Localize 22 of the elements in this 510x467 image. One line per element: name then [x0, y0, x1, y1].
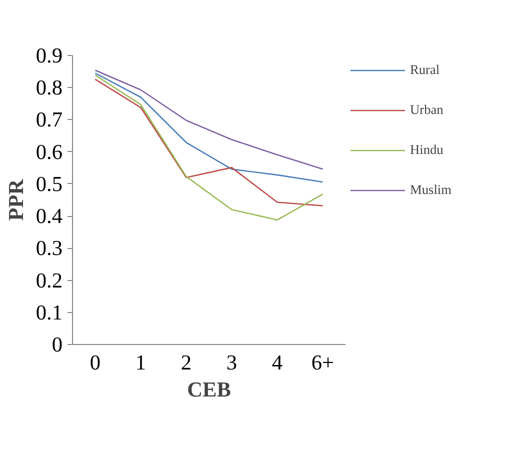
y-tick-label: 0.8: [36, 76, 63, 100]
y-tick-label: 0: [52, 332, 63, 356]
y-tick-label: 0.4: [36, 204, 63, 228]
x-tick-label: 3: [226, 350, 238, 374]
y-tick-label: 0.1: [36, 300, 63, 324]
y-tick-label: 0.7: [36, 108, 63, 132]
y-tick-label: 0.2: [36, 268, 63, 292]
legend-label: Rural: [410, 62, 440, 78]
x-tick-label: 1: [135, 350, 146, 374]
y-tick-label: 0.3: [36, 236, 63, 260]
y-tick-label: 0.6: [36, 140, 63, 164]
y-tick-label: 0.9: [36, 44, 63, 68]
x-tick-label: 2: [180, 350, 192, 374]
legend-label: Urban: [410, 102, 444, 118]
x-tick-label: 6+: [311, 350, 334, 374]
x-tick-label: 4: [272, 350, 283, 374]
x-axis-title: CEB: [187, 378, 231, 402]
y-tick-label: 0.5: [36, 172, 63, 196]
x-tick-label: 0: [90, 350, 101, 374]
legend-label: Muslim: [410, 182, 452, 198]
y-axis-title: PPR: [4, 178, 28, 221]
legend-label: Hindu: [410, 142, 444, 158]
